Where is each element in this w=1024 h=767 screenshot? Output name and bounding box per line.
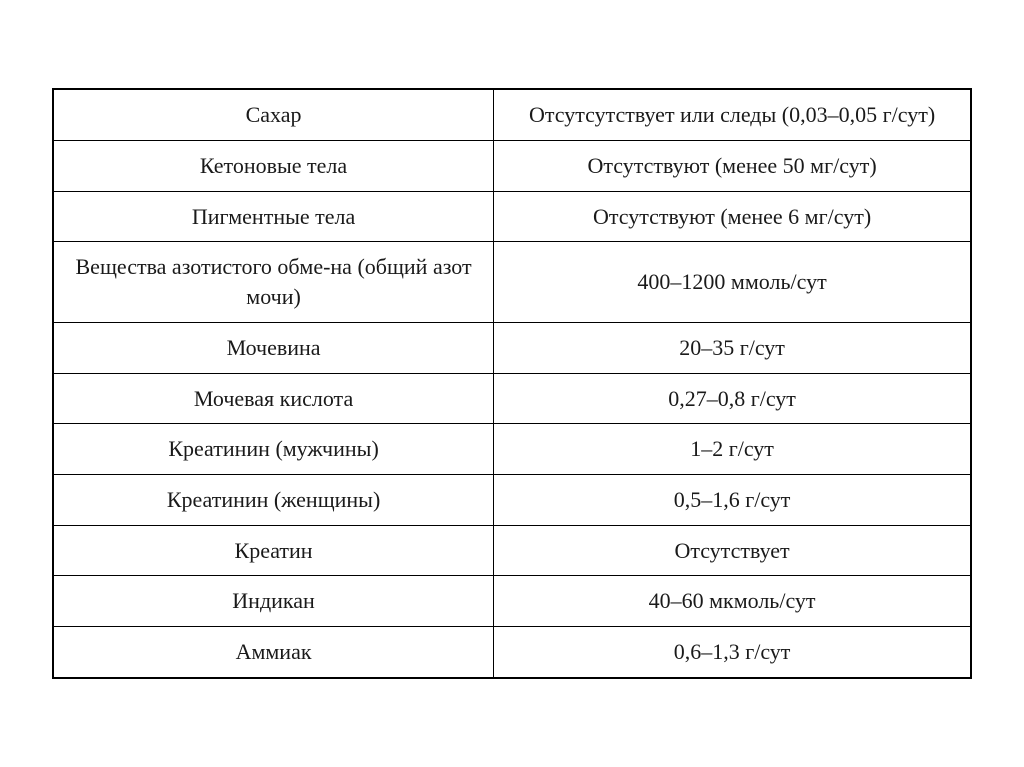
parameter-cell: Кетоновые тела [53, 141, 494, 192]
parameter-cell: Пигментные тела [53, 191, 494, 242]
table-row: Вещества азотистого обме-на (общий азот … [53, 242, 971, 322]
value-text: 1–2 г/сут [690, 436, 774, 461]
value-cell: 20–35 г/сут [494, 322, 971, 373]
parameter-text: Креатинин (мужчины) [168, 436, 378, 461]
value-text: 0,5–1,6 г/сут [674, 487, 791, 512]
table-row: Мочевая кислота 0,27–0,8 г/сут [53, 373, 971, 424]
parameter-cell: Креатинин (женщины) [53, 474, 494, 525]
parameter-text: Креатин [235, 538, 313, 563]
value-text: Отсутствует [674, 538, 789, 563]
value-cell: 400–1200 ммоль/сут [494, 242, 971, 322]
value-cell: 40–60 мкмоль/сут [494, 576, 971, 627]
reference-values-table: Сахар Отсутсутствует или следы (0,03–0,0… [52, 88, 972, 678]
value-text: Отсутсутствует или следы (0,03–0,05 г/су… [529, 100, 935, 130]
parameter-text: Креатинин (женщины) [167, 487, 380, 512]
table-row: Индикан 40–60 мкмоль/сут [53, 576, 971, 627]
value-cell: 0,6–1,3 г/сут [494, 626, 971, 677]
table-row: Аммиак 0,6–1,3 г/сут [53, 626, 971, 677]
table-row: Пигментные тела Отсутствуют (менее 6 мг/… [53, 191, 971, 242]
value-cell: Отсутствуют (менее 50 мг/сут) [494, 141, 971, 192]
value-text: 0,6–1,3 г/сут [674, 639, 791, 664]
parameter-text: Вещества азотистого обме-на (общий азот … [70, 252, 477, 311]
parameter-cell: Вещества азотистого обме-на (общий азот … [53, 242, 494, 322]
value-cell: Отсутствует [494, 525, 971, 576]
parameter-cell: Аммиак [53, 626, 494, 677]
value-text: Отсутствуют (менее 50 мг/сут) [587, 153, 876, 178]
value-cell: Отсутсутствует или следы (0,03–0,05 г/су… [494, 89, 971, 140]
parameter-cell: Мочевая кислота [53, 373, 494, 424]
table-row: Сахар Отсутсутствует или следы (0,03–0,0… [53, 89, 971, 140]
parameter-cell: Мочевина [53, 322, 494, 373]
table-row: Креатинин (мужчины) 1–2 г/сут [53, 424, 971, 475]
parameter-text: Сахар [246, 100, 302, 130]
parameter-cell: Креатин [53, 525, 494, 576]
value-text: 20–35 г/сут [679, 335, 785, 360]
parameter-text: Пигментные тела [192, 204, 355, 229]
value-text: Отсутствуют (менее 6 мг/сут) [593, 204, 871, 229]
value-cell: 1–2 г/сут [494, 424, 971, 475]
value-cell: 0,27–0,8 г/сут [494, 373, 971, 424]
parameter-text: Аммиак [236, 639, 312, 664]
value-text: 400–1200 ммоль/сут [637, 269, 826, 294]
value-text: 0,27–0,8 г/сут [668, 386, 796, 411]
parameter-text: Кетоновые тела [200, 153, 347, 178]
table-row: Мочевина 20–35 г/сут [53, 322, 971, 373]
parameter-text: Мочевая кислота [194, 386, 353, 411]
parameter-text: Индикан [232, 588, 315, 613]
parameter-cell: Креатинин (мужчины) [53, 424, 494, 475]
value-text: 40–60 мкмоль/сут [649, 588, 816, 613]
parameter-cell: Сахар [53, 89, 494, 140]
value-cell: 0,5–1,6 г/сут [494, 474, 971, 525]
parameter-text: Мочевина [227, 335, 321, 360]
parameter-cell: Индикан [53, 576, 494, 627]
table-row: Креатинин (женщины) 0,5–1,6 г/сут [53, 474, 971, 525]
table-row: Креатин Отсутствует [53, 525, 971, 576]
table-row: Кетоновые тела Отсутствуют (менее 50 мг/… [53, 141, 971, 192]
reference-table-container: Сахар Отсутсутствует или следы (0,03–0,0… [52, 88, 972, 678]
value-cell: Отсутствуют (менее 6 мг/сут) [494, 191, 971, 242]
